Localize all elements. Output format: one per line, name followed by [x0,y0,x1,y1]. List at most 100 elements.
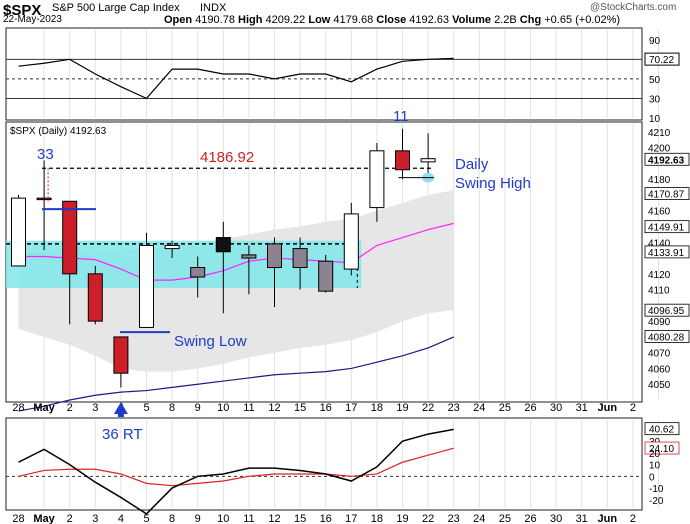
macd-tick-label: -10 [649,484,664,495]
macd-tick-label: 40.62 [649,425,674,436]
candle-body [62,200,78,275]
price-tick-label: 4200 [648,144,671,155]
price-tick-badge [644,303,690,317]
low-label: Low [308,14,331,26]
candle-body [343,213,359,270]
x-axis-tick-label: 30 [550,513,562,524]
x-axis-tick-label: 18 [371,513,383,524]
x-axis-tick-label: 2 [630,402,636,414]
rsi-layer: 90 70.22 50 30 10 [6,36,680,125]
price-tick-label: 4140 [648,238,671,249]
x-axis-tick-label: 31 [576,513,588,524]
rsi-value-badge [644,52,680,66]
price-tick-label: 4050 [648,380,671,391]
candle-body [241,254,257,259]
rsi-tick-label: 90 [649,36,661,47]
candle-body [318,260,334,292]
candle-body [267,243,282,269]
annotation-swing-low: Swing Low [174,333,247,350]
price-tick-label: 4120 [648,270,671,281]
macd-tick-label: 10 [649,461,661,472]
chg-value: +0.65 (+0.02%) [544,14,621,26]
axis-layer: 2828MayMay223344558899101011111212151516… [12,402,636,524]
x-axis-tick-label: 3 [92,402,98,414]
x-axis-tick-label: 2 [67,402,73,414]
x-axis-tick-label: 3 [92,513,98,524]
rsi-tick-label: 30 [649,94,661,105]
x-axis-tick-label: 30 [550,402,562,414]
annotation-swing-high: Swing High [455,175,531,192]
macd-tick-label: 24.10 [649,444,674,455]
ohlc-readout: Open 4190.78 High 4209.22 Low 4179.68 Cl… [164,14,620,26]
low-value: 4179.68 [333,14,374,26]
x-axis-tick-label: Jun [598,513,618,524]
x-axis-tick-label: 4 [118,513,124,524]
macd-tick-label: 20 [649,449,661,460]
x-axis-tick-label: 8 [169,402,175,414]
x-axis-tick-label: 12 [268,513,280,524]
candle-body [215,237,231,253]
price-tick-label: 4180 [648,175,671,186]
candle-body [36,197,52,201]
x-axis-tick-label: 2 [67,513,73,524]
x-axis-tick-label: 28 [12,402,24,414]
support-zone [6,240,362,289]
price-tick-label: 4210 [648,128,671,139]
price-tick-label: 4149.91 [648,223,685,234]
annotation-resistance-value: 4186.92 [200,149,254,166]
close-label: Close [376,14,407,26]
chart-header: $SPX S&P 500 Large Cap Index INDX 22-May… [0,0,690,26]
annotation-36rt: 36 RT [102,426,143,443]
price-legend: $SPX (Daily) 4192.63 [10,126,107,137]
x-axis-tick-label: 16 [320,513,332,524]
macd-line [18,428,454,515]
price-tick-label: 4133.91 [648,248,685,259]
macd-tick-badge [644,441,680,455]
ma-slow-line [18,336,454,412]
candle-body [87,273,103,322]
x-axis-tick-label: 10 [217,513,229,524]
x-axis-tick-label: 22 [422,513,434,524]
price-tick-label: 4060 [648,364,671,375]
x-axis-tick-label: 11 [243,402,254,414]
x-axis-tick-label: 24 [473,402,485,414]
x-axis-tick-label: May [33,402,55,414]
cycle-arrow-stem [117,413,124,417]
candle-body [420,158,436,163]
price-tick-label: 4110 [648,286,670,297]
candle-body [139,244,154,328]
volume-value: 2.2B [494,14,517,26]
x-axis-tick-label: 26 [524,513,536,524]
x-axis-tick-label: 25 [499,402,511,414]
cycle-arrow-icon [113,402,128,414]
rsi-tick-label: 70.22 [649,55,674,66]
price-tick-badge [644,187,690,200]
x-axis-tick-label: 5 [143,513,149,524]
annotation-count-33: 33 [37,146,54,163]
rsi-line [18,57,454,100]
rsi-panel-frame [5,27,643,121]
x-axis-tick-label: 10 [217,402,229,414]
price-tick-label: 4170.87 [648,190,685,201]
x-axis-tick-label: 23 [448,402,460,414]
exchange-label: INDX [200,2,227,14]
rsi-tick-label: 50 [649,75,661,86]
x-axis-tick-label: 15 [294,513,306,524]
candle-body [395,150,410,171]
macd-tick-label: 0 [649,472,655,483]
x-axis-tick-label: 28 [12,513,24,524]
x-axis-tick-label: 11 [243,513,254,524]
price-tick-badge [644,330,690,343]
candle-body [164,244,180,250]
x-axis-tick-label: 9 [195,402,201,414]
x-axis-tick-label: 25 [499,513,511,524]
candle-body [369,150,385,209]
watermark: @StockCharts.com [590,2,677,13]
annotation-daily: Daily [455,156,489,173]
x-axis-tick-label: 16 [320,402,332,414]
x-axis-tick-label: May [33,513,55,524]
x-axis-tick-label: Jun [598,402,618,414]
x-axis-tick-label: 15 [294,402,306,414]
